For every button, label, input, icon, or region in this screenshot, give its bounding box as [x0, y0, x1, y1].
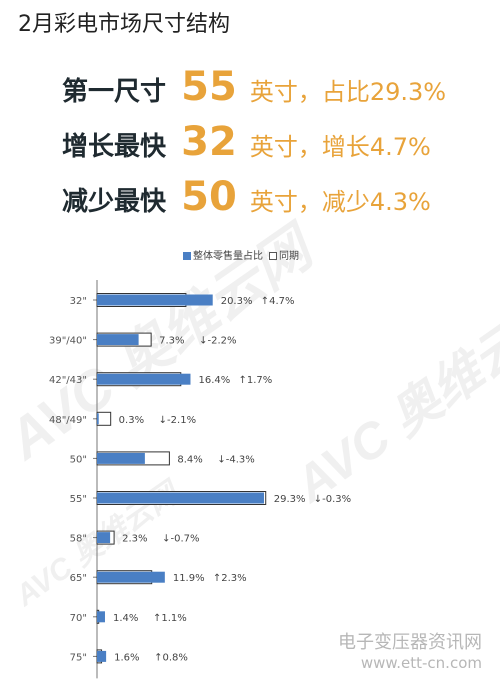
footer-site: 电子变压器资讯网 www.ett-cn.com [338, 633, 482, 673]
legend-label: 整体零售量占比 [193, 251, 263, 262]
stat-description: 英寸，占比29.3% [249, 78, 447, 106]
data-label-share: 16.4% [198, 375, 230, 386]
category-label: 58" [70, 534, 87, 545]
bar-prior-period [96, 411, 112, 426]
category-label: 75" [70, 652, 87, 663]
category-label: 48"/49" [49, 415, 87, 426]
page-title: 2月彩电市场尺寸结构 [18, 12, 230, 37]
data-label-change: ↑4.7% [261, 296, 295, 307]
chart-legend: 整体零售量占比 同期 [183, 247, 299, 262]
stat-row-fastest-growth: 增长最快 32 英寸，增长4.7% [62, 119, 431, 165]
data-label-change: ↓-0.7% [162, 534, 199, 545]
legend-item-prior: 同期 [269, 247, 299, 262]
stat-number: 55 [181, 64, 237, 110]
category-label: 65" [70, 573, 87, 584]
data-label-change: ↑0.8% [154, 652, 188, 663]
bar-current-share [97, 294, 213, 306]
bar-current-share [97, 452, 145, 464]
stat-label: 增长最快 [62, 132, 167, 162]
data-label-share: 1.4% [113, 613, 138, 624]
bar-current-share [97, 373, 191, 385]
stat-number: 32 [181, 119, 237, 165]
bar-current-share [97, 413, 99, 425]
category-label: 32" [70, 296, 87, 307]
category-label: 42"/43" [49, 375, 87, 386]
data-label-change: ↓-4.3% [217, 454, 254, 465]
bar-current-share [97, 611, 105, 623]
data-label-share: 1.6% [114, 652, 139, 663]
category-label: 70" [70, 613, 87, 624]
category-label: 55" [70, 494, 87, 505]
bar-current-share [97, 334, 139, 346]
stat-description: 英寸，减少4.3% [249, 188, 431, 216]
stat-description: 英寸，增长4.7% [249, 133, 431, 161]
data-label-change: ↓-2.1% [159, 415, 196, 426]
bar-current-share [97, 650, 107, 662]
legend-swatch-current [183, 252, 191, 260]
legend-swatch-prior [269, 252, 277, 260]
data-label-share: 11.9% [173, 573, 205, 584]
bar-current-share [97, 571, 165, 583]
footer-site-name: 电子变压器资讯网 [338, 632, 482, 653]
stat-label: 第一尺寸 [62, 77, 167, 107]
stat-number: 50 [181, 174, 237, 220]
stat-row-fastest-decline: 减少最快 50 英寸，减少4.3% [62, 174, 431, 220]
data-label-share: 20.3% [221, 296, 253, 307]
data-label-share: 0.3% [119, 415, 144, 426]
data-label-change: ↑1.7% [238, 375, 272, 386]
legend-label: 同期 [279, 251, 299, 262]
category-label: 50" [70, 454, 87, 465]
footer-site-url: www.ett-cn.com [360, 654, 482, 672]
data-label-change: ↑2.3% [213, 573, 247, 584]
bar-current-share [97, 492, 265, 504]
data-label-share: 2.3% [122, 534, 147, 545]
data-label-change: ↑1.1% [153, 613, 187, 624]
data-label-change: ↓-2.2% [199, 336, 236, 347]
stat-label: 减少最快 [62, 187, 167, 217]
stat-row-top-size: 第一尺寸 55 英寸，占比29.3% [62, 64, 446, 110]
data-label-share: 29.3% [274, 494, 306, 505]
data-label-share: 7.3% [159, 336, 184, 347]
legend-item-current: 整体零售量占比 [183, 247, 263, 262]
bar-current-share [97, 532, 111, 544]
data-label-change: ↓-0.3% [314, 494, 351, 505]
category-label: 39"/40" [49, 336, 87, 347]
data-label-share: 8.4% [177, 454, 202, 465]
